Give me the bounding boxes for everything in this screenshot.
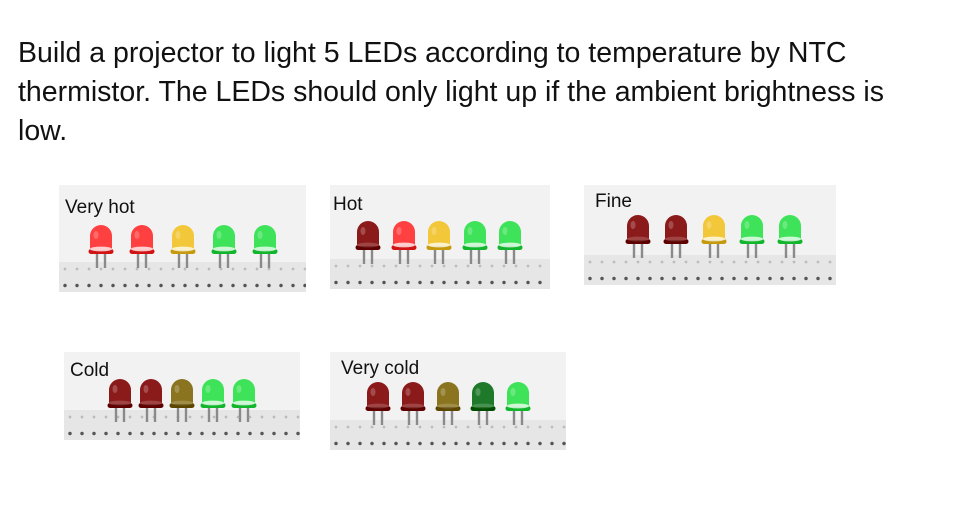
led-yellow-off [434, 382, 462, 426]
led-green-on [251, 225, 279, 269]
led-green-on [738, 215, 766, 259]
panel-label: Hot [333, 194, 363, 215]
assignment-text: Build a projector to light 5 LEDs accord… [18, 37, 885, 147]
led-yellow-off [168, 379, 196, 423]
led-panel: Very hot [59, 185, 306, 292]
led-red-off [624, 215, 652, 259]
led-yellow-on [169, 225, 197, 269]
led-red-off [399, 382, 427, 426]
breadboard [584, 255, 836, 285]
led-red-off [137, 379, 165, 423]
led-green-on [504, 382, 532, 426]
led-red-on [128, 225, 156, 269]
led-yellow-on [700, 215, 728, 259]
led-green-off [469, 382, 497, 426]
led-panel: Very cold [330, 352, 566, 450]
panel-label: Cold [70, 360, 110, 381]
led-panel: Hot [330, 185, 550, 289]
breadboard [64, 410, 300, 440]
led-green-on [776, 215, 804, 259]
breadboard [59, 262, 306, 292]
led-red-on [390, 221, 418, 265]
led-red-on [87, 225, 115, 269]
led-green-on [210, 225, 238, 269]
led-green-on [199, 379, 227, 423]
led-panel: Cold [64, 352, 300, 440]
led-red-off [364, 382, 392, 426]
led-red-off [354, 221, 382, 265]
panel-label: Very hot [65, 197, 135, 218]
led-green-on [496, 221, 524, 265]
breadboard [330, 420, 566, 450]
led-panel: Fine [584, 185, 836, 285]
led-green-on [230, 379, 258, 423]
led-red-off [662, 215, 690, 259]
led-green-on [461, 221, 489, 265]
led-red-off [106, 379, 134, 423]
led-yellow-on [425, 221, 453, 265]
panel-label: Very cold [341, 358, 420, 379]
panel-label: Fine [595, 191, 632, 212]
